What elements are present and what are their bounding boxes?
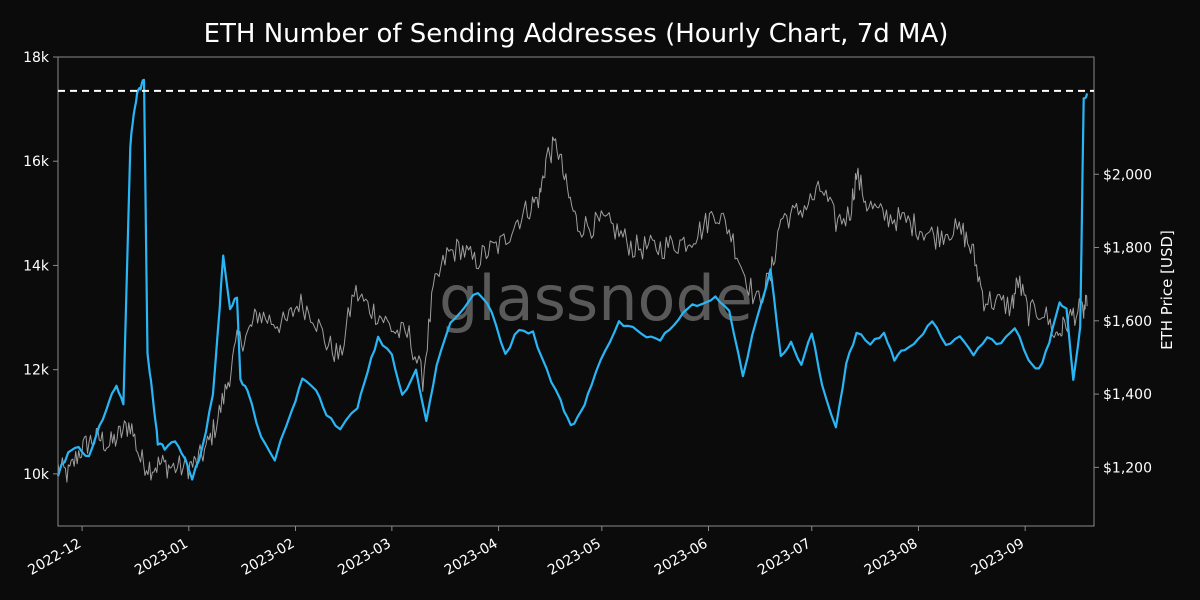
left-tick-label: 10k	[23, 467, 50, 483]
price-series-line	[57, 136, 1088, 483]
x-tick-label: 2023-05	[545, 536, 604, 579]
x-tick-label: 2023-04	[442, 536, 501, 579]
x-tick-label: 2023-09	[969, 536, 1028, 579]
x-tick-label: 2023-01	[132, 536, 191, 579]
right-tick-label: $2,000	[1103, 167, 1152, 183]
left-tick-label: 18k	[23, 50, 50, 66]
right-tick-label: $1,200	[1103, 460, 1152, 476]
sending-addresses-series-line	[56, 78, 1089, 481]
right-axis-label: ETH Price [USD]	[1158, 230, 1176, 350]
x-tick-label: 2023-06	[652, 536, 711, 579]
right-tick-label: $1,800	[1103, 241, 1152, 257]
left-tick-label: 14k	[23, 258, 50, 274]
x-tick-label: 2022-12	[25, 536, 84, 579]
watermark-logo: glassnode	[439, 262, 753, 335]
x-tick-label: 2023-08	[862, 536, 921, 579]
x-tick-label: 2023-07	[755, 536, 814, 579]
x-tick-label: 2023-02	[239, 536, 298, 579]
chart-title: ETH Number of Sending Addresses (Hourly …	[204, 19, 949, 49]
right-tick-label: $1,400	[1103, 387, 1152, 403]
plot-frame	[57, 56, 1095, 527]
left-tick-label: 16k	[23, 154, 50, 170]
right-tick-label: $1,600	[1103, 314, 1152, 330]
x-tick-label: 2023-03	[335, 536, 394, 579]
left-tick-label: 12k	[23, 363, 50, 379]
